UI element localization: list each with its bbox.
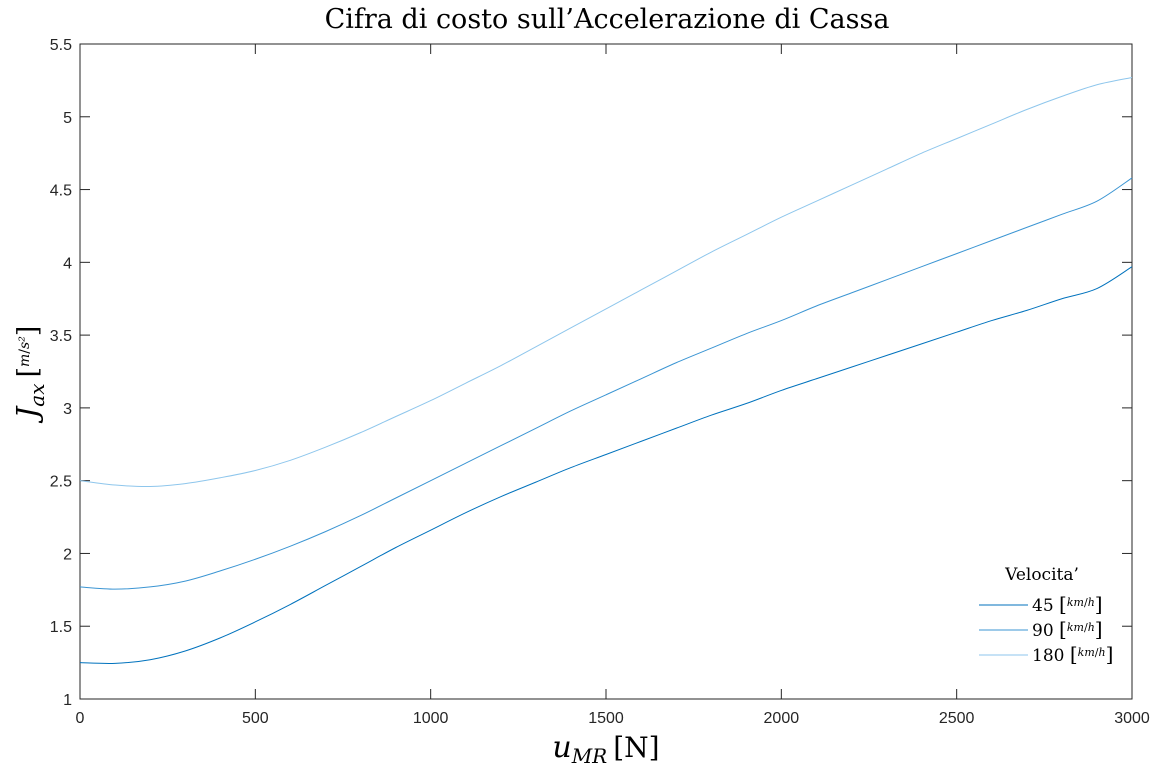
series-line-180 (79, 76, 1133, 488)
y-axis-symbol: J (10, 405, 44, 423)
legend-item-180: 180 [km/h] (979, 642, 1113, 666)
legend-label: 180 [km/h] (1032, 642, 1113, 666)
y-axis-label: Jax[m/s²] (10, 326, 49, 424)
y-tick-label: 4 (63, 255, 72, 272)
legend-title: Velocita’ (1004, 565, 1079, 585)
y-axis-unit-den: s² (17, 336, 33, 349)
x-axis-symbol: u (552, 730, 571, 765)
x-tick-label: 3000 (1114, 710, 1150, 727)
y-tick-label: 3.5 (50, 328, 72, 345)
x-axis-label: uMR [N] (552, 730, 659, 765)
legend-label: 45 [km/h] (1032, 592, 1103, 616)
x-tick-label: 2500 (939, 710, 975, 727)
x-tick-label: 0 (76, 710, 85, 727)
y-tick-label: 5 (63, 110, 72, 127)
series-line-90 (79, 177, 1133, 590)
y-axis-subscript: ax (25, 384, 49, 407)
x-tick-label: 1500 (588, 710, 624, 727)
x-axis-unit: [N] (613, 731, 659, 764)
series-line-45 (79, 266, 1133, 664)
legend: Velocita’ 45 [km/h]90 [km/h]180 [km/h] (979, 565, 1113, 666)
x-tick-label: 1000 (413, 710, 449, 727)
y-tick-label: 3 (63, 401, 72, 418)
x-tick-label: 500 (242, 710, 269, 727)
plot-area (79, 43, 1133, 700)
legend-label: 90 [km/h] (1032, 617, 1103, 641)
legend-item-45: 45 [km/h] (979, 592, 1103, 616)
x-axis-subscript: MR (571, 744, 608, 765)
y-tick-label: 1 (63, 692, 72, 709)
y-axis-unit-num: m (17, 354, 33, 367)
y-tick-label: 1.5 (50, 619, 72, 636)
chart-title: Cifra di costo sull’Accelerazione di Cas… (325, 4, 890, 35)
y-tick-label: 5.5 (50, 37, 72, 54)
legend-item-90: 90 [km/h] (979, 617, 1103, 641)
axis-ticks: 0 500 1000 1500 2000 2500 3000 1 1.5 2 2.5 3 3.5 4 4.5… (50, 37, 1150, 727)
y-tick-label: 2.5 (50, 474, 72, 491)
x-tick-label: 2000 (764, 710, 800, 727)
series-lines (79, 76, 1133, 664)
y-tick-label: 4.5 (50, 183, 72, 200)
y-tick-label: 2 (63, 546, 72, 563)
svg-text:Jax[m/s²]: Jax[m/s²] (10, 326, 49, 424)
plot-frame (79, 43, 1133, 700)
